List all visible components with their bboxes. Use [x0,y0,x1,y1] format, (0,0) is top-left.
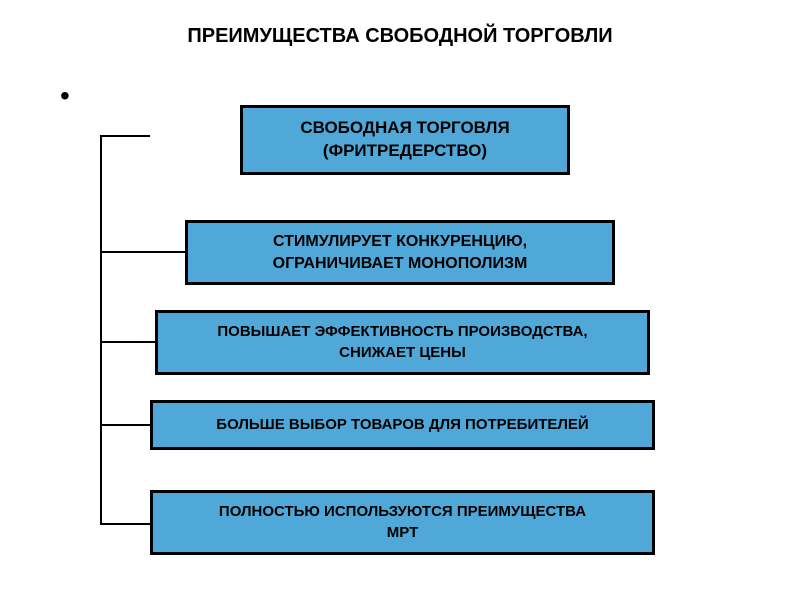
item-box-3-line1: БОЛЬШЕ ВЫБОР ТОВАРОВ ДЛЯ ПОТРЕБИТЕЛЕЙ [216,415,588,435]
item-box-4-line1: ПОЛНОСТЬЮ ИСПОЛЬЗУЮТСЯ ПРЕИМУЩЕСТВА [219,502,586,522]
bullet-point: • [60,80,70,112]
page-title: ПРЕИМУЩЕСТВА СВОБОДНОЙ ТОРГОВЛИ [0,0,800,48]
item-box-3: БОЛЬШЕ ВЫБОР ТОВАРОВ ДЛЯ ПОТРЕБИТЕЛЕЙ [150,400,655,450]
item-box-1-line2: ОГРАНИЧИВАЕТ МОНОПОЛИЗМ [273,253,528,275]
connector-tick [100,424,150,426]
root-box-line2: (ФРИТРЕДЕРСТВО) [323,140,487,163]
connector-tick [100,341,155,343]
root-box: СВОБОДНАЯ ТОРГОВЛЯ (ФРИТРЕДЕРСТВО) [240,105,570,175]
item-box-2-line1: ПОВЫШАЕТ ЭФФЕКТИВНОСТЬ ПРОИЗВОДСТВА, [217,322,587,342]
item-box-2-line2: СНИЖАЕТ ЦЕНЫ [339,343,466,363]
item-box-4-line2: МРТ [387,523,418,543]
diagram-container: СВОБОДНАЯ ТОРГОВЛЯ (ФРИТРЕДЕРСТВО) СТИМУ… [100,105,700,545]
item-box-1-line1: СТИМУЛИРУЕТ КОНКУРЕНЦИЮ, [273,231,527,253]
connector-bracket [100,135,150,525]
item-box-2: ПОВЫШАЕТ ЭФФЕКТИВНОСТЬ ПРОИЗВОДСТВА, СНИ… [155,310,650,375]
connector-tick [100,251,185,253]
item-box-4: ПОЛНОСТЬЮ ИСПОЛЬЗУЮТСЯ ПРЕИМУЩЕСТВА МРТ [150,490,655,555]
root-box-line1: СВОБОДНАЯ ТОРГОВЛЯ [300,117,509,140]
item-box-1: СТИМУЛИРУЕТ КОНКУРЕНЦИЮ, ОГРАНИЧИВАЕТ МО… [185,220,615,285]
